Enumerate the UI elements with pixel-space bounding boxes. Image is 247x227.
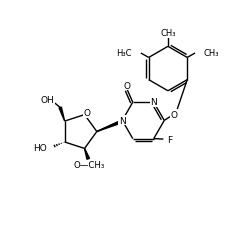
Text: F: F	[167, 135, 172, 144]
Text: CH₃: CH₃	[160, 29, 176, 38]
Text: HO: HO	[34, 143, 47, 152]
Polygon shape	[97, 119, 125, 132]
Text: O: O	[83, 109, 90, 118]
Polygon shape	[59, 108, 65, 121]
Text: CH₃: CH₃	[203, 49, 219, 58]
Text: O: O	[170, 110, 177, 119]
Text: O: O	[124, 81, 131, 91]
Text: O—CH₃: O—CH₃	[73, 161, 104, 170]
Text: OH: OH	[41, 95, 54, 104]
Text: N: N	[150, 98, 157, 107]
Polygon shape	[84, 149, 89, 160]
Text: N: N	[119, 116, 126, 125]
Text: H₃C: H₃C	[116, 49, 131, 58]
